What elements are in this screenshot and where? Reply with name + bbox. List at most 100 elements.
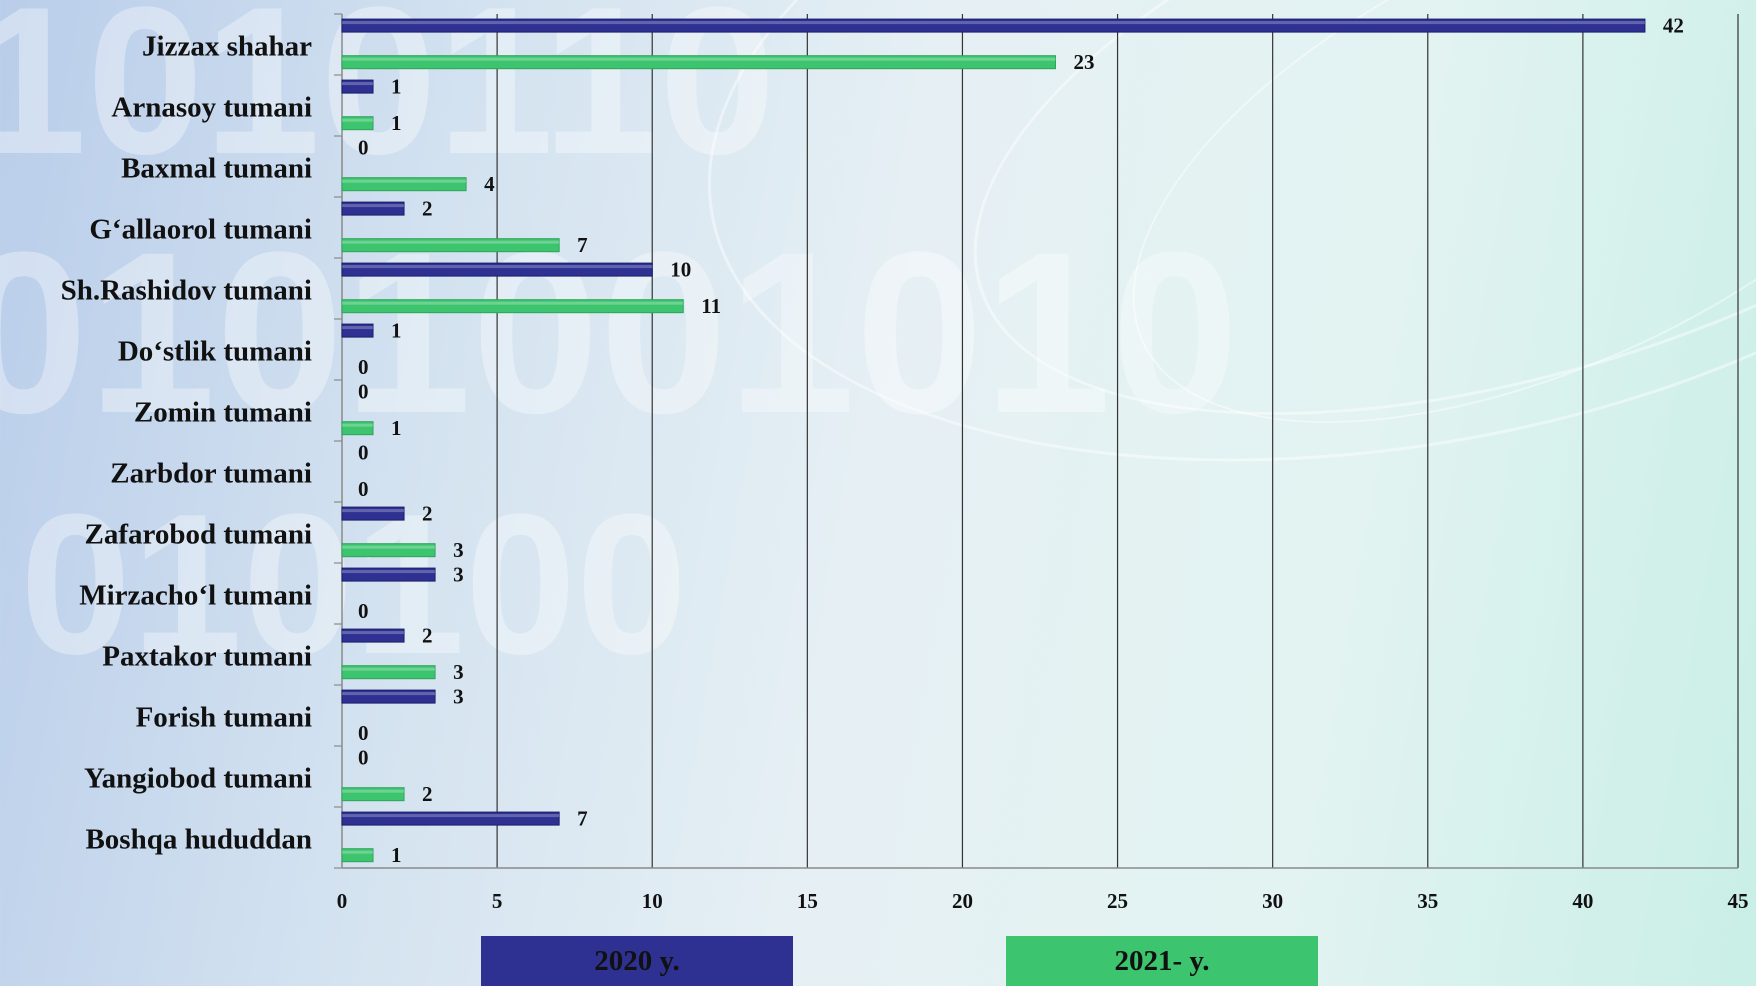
bar-highlight xyxy=(342,570,436,574)
data-label: 0 xyxy=(358,441,369,465)
bar-2021 xyxy=(341,848,374,863)
data-label: 3 xyxy=(453,563,464,587)
data-label: 42 xyxy=(1663,14,1684,38)
x-tick-label: 25 xyxy=(1107,889,1128,913)
bar-highlight xyxy=(342,118,374,122)
category-label: Mirzacho‘l tumani xyxy=(79,580,312,612)
bar-2021 xyxy=(341,177,467,192)
data-label: 0 xyxy=(358,746,369,770)
bar-highlight xyxy=(342,545,436,549)
data-label: 2 xyxy=(422,197,433,221)
bar-2020 xyxy=(341,506,405,521)
bar-2020 xyxy=(341,262,653,277)
gridlines xyxy=(334,13,1739,869)
data-label: 3 xyxy=(453,538,464,562)
bar-2020 xyxy=(341,201,405,216)
data-label: 0 xyxy=(358,136,369,160)
bar-2021 xyxy=(341,665,436,680)
data-label: 1 xyxy=(391,416,402,440)
x-tick-label: 40 xyxy=(1572,889,1593,913)
legend-label-2020: 2020 y. xyxy=(594,944,680,977)
category-label: Yangiobod tumani xyxy=(84,763,312,795)
data-label: 1 xyxy=(391,319,402,343)
data-label: 11 xyxy=(701,294,721,318)
bar-2021 xyxy=(341,55,1057,70)
category-label: Forish tumani xyxy=(136,702,312,734)
data-label: 10 xyxy=(670,258,691,282)
data-label: 0 xyxy=(358,477,369,501)
bar-highlight xyxy=(342,667,436,671)
bar-highlight xyxy=(342,57,1056,61)
bar-2020 xyxy=(341,689,436,704)
bar-2021 xyxy=(341,421,374,436)
category-label: Do‘stlik tumani xyxy=(118,336,312,368)
data-label: 1 xyxy=(391,843,402,867)
bar-highlight xyxy=(342,631,405,635)
data-label: 0 xyxy=(358,599,369,623)
bar-highlight xyxy=(342,423,374,427)
bar-highlight xyxy=(342,509,405,513)
category-labels: Jizzax shahar Arnasoy tumani Baxmal tumani… xyxy=(61,31,313,856)
bar-2021 xyxy=(341,116,374,131)
x-tick-label: 10 xyxy=(642,889,663,913)
bar-highlight xyxy=(342,692,436,696)
legend-item-2020: 2020 y. xyxy=(481,936,793,986)
category-label: Zomin tumani xyxy=(134,397,312,429)
x-tick-label: 5 xyxy=(492,889,503,913)
x-tick-label: 30 xyxy=(1262,889,1283,913)
data-label: 1 xyxy=(391,111,402,135)
data-label: 3 xyxy=(453,660,464,684)
bar-highlight xyxy=(342,240,560,244)
data-label: 2 xyxy=(422,624,433,648)
category-label: Zarbdor tumani xyxy=(110,458,312,490)
bar-highlight xyxy=(342,179,467,183)
bar-highlight xyxy=(342,82,374,86)
bars xyxy=(341,18,1646,863)
data-label: 1 xyxy=(391,75,402,99)
bar-highlight xyxy=(342,265,653,269)
legend-label-2021: 2021- y. xyxy=(1114,944,1210,977)
bar-highlight xyxy=(342,814,560,818)
bar-highlight xyxy=(342,21,1645,25)
data-label: 0 xyxy=(358,355,369,379)
bar-2021 xyxy=(341,787,405,802)
data-label: 4 xyxy=(484,172,495,196)
bar-highlight xyxy=(342,850,374,854)
bar-2020 xyxy=(341,18,1646,33)
bar-2021 xyxy=(341,299,684,314)
data-label: 2 xyxy=(422,782,433,806)
bar-2020 xyxy=(341,567,436,582)
bar-highlight xyxy=(342,301,684,305)
bar-highlight xyxy=(342,326,374,330)
category-label: Baxmal tumani xyxy=(121,153,312,185)
bar-2021 xyxy=(341,543,436,558)
x-tick-label: 0 xyxy=(337,889,348,913)
legend-item-2021: 2021- y. xyxy=(1006,936,1318,986)
category-label: Sh.Rashidov tumani xyxy=(61,275,312,307)
bar-2020 xyxy=(341,628,405,643)
bar-2020 xyxy=(341,323,374,338)
x-tick-label: 35 xyxy=(1417,889,1438,913)
category-label: Zafarobod tumani xyxy=(85,519,312,551)
bar-highlight xyxy=(342,789,405,793)
bar-2020 xyxy=(341,811,560,826)
category-label: Paxtakor tumani xyxy=(102,641,312,673)
bar-2020 xyxy=(341,79,374,94)
category-label: Jizzax shahar xyxy=(142,31,312,63)
x-axis-tick-labels: 0 5 10 15 20 25 30 35 40 45 xyxy=(337,889,1749,913)
category-label: Arnasoy tumani xyxy=(111,92,312,124)
data-label: 23 xyxy=(1074,50,1095,74)
category-label: Boshqa hududdan xyxy=(85,824,312,856)
data-label: 7 xyxy=(577,233,588,257)
bar-2021 xyxy=(341,238,560,253)
x-tick-label: 45 xyxy=(1728,889,1749,913)
x-tick-label: 15 xyxy=(797,889,818,913)
data-label: 7 xyxy=(577,807,588,831)
x-tick-label: 20 xyxy=(952,889,973,913)
bar-highlight xyxy=(342,204,405,208)
data-label: 0 xyxy=(358,721,369,745)
data-label: 0 xyxy=(358,380,369,404)
data-label: 3 xyxy=(453,685,464,709)
